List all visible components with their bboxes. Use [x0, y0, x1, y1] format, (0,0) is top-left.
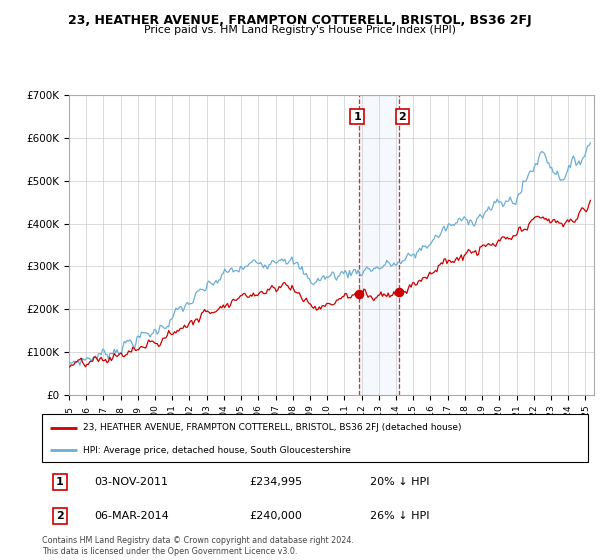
Text: 2: 2	[398, 111, 406, 122]
Text: 1: 1	[56, 477, 64, 487]
Text: £240,000: £240,000	[250, 511, 302, 521]
Text: HPI: Average price, detached house, South Gloucestershire: HPI: Average price, detached house, Sout…	[83, 446, 351, 455]
Text: Contains HM Land Registry data © Crown copyright and database right 2024.
This d: Contains HM Land Registry data © Crown c…	[42, 536, 354, 556]
Text: 06-MAR-2014: 06-MAR-2014	[94, 511, 169, 521]
Point	[354, 290, 364, 298]
Text: 23, HEATHER AVENUE, FRAMPTON COTTERELL, BRISTOL, BS36 2FJ: 23, HEATHER AVENUE, FRAMPTON COTTERELL, …	[68, 14, 532, 27]
Text: 1: 1	[353, 111, 361, 122]
Text: £234,995: £234,995	[250, 477, 302, 487]
Text: Price paid vs. HM Land Registry's House Price Index (HPI): Price paid vs. HM Land Registry's House …	[144, 25, 456, 35]
Point	[394, 288, 404, 297]
FancyBboxPatch shape	[42, 414, 588, 462]
Text: 26% ↓ HPI: 26% ↓ HPI	[370, 511, 429, 521]
Text: 23, HEATHER AVENUE, FRAMPTON COTTERELL, BRISTOL, BS36 2FJ (detached house): 23, HEATHER AVENUE, FRAMPTON COTTERELL, …	[83, 423, 461, 432]
Text: 03-NOV-2011: 03-NOV-2011	[94, 477, 168, 487]
Bar	[359, 95, 399, 395]
Text: 2: 2	[56, 511, 64, 521]
Text: 20% ↓ HPI: 20% ↓ HPI	[370, 477, 429, 487]
